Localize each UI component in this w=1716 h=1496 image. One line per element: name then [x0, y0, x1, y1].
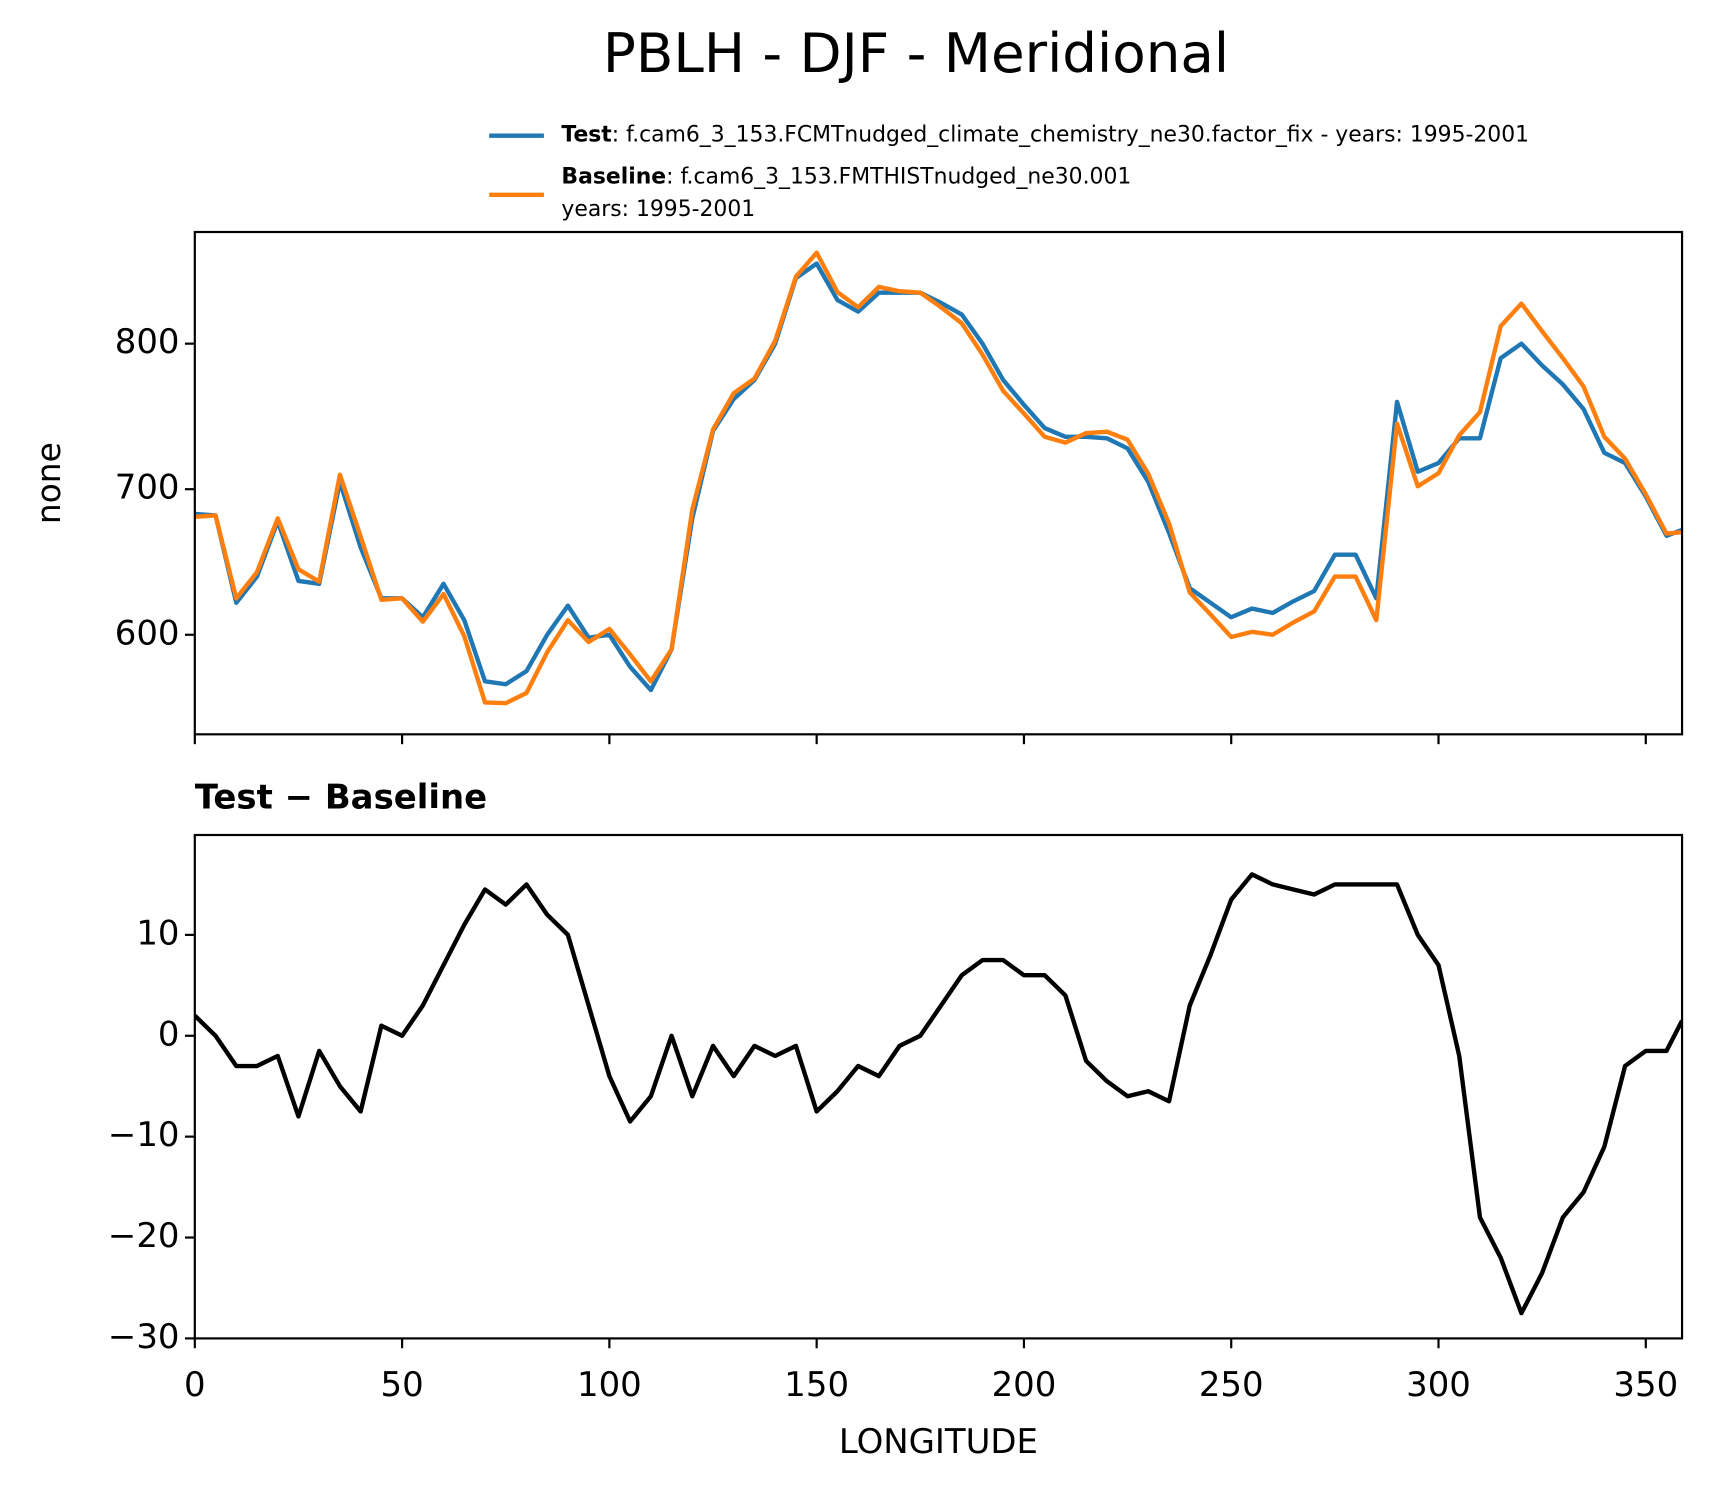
- legend-label: Baseline: f.cam6_3_153.FMTHISTnudged_ne3…: [561, 164, 1131, 189]
- data-line: [194, 872, 1683, 1316]
- legend-name: Baseline: [561, 164, 666, 189]
- y-tick-label: 10: [136, 913, 179, 952]
- y-tick-label: 600: [115, 613, 180, 652]
- x-tick-label: 300: [1406, 1365, 1471, 1404]
- axes-frame: [193, 833, 1684, 1340]
- x-tick-label: 50: [381, 1365, 424, 1404]
- x-axis-label: LONGITUDE: [839, 1422, 1038, 1461]
- x-tick-label: 350: [1613, 1365, 1678, 1404]
- y-tick-label: −30: [108, 1317, 180, 1356]
- x-tick-label: 0: [184, 1365, 206, 1404]
- legend-description: : f.cam6_3_153.FCMTnudged_climate_chemis…: [612, 123, 1529, 148]
- axes-frame: [193, 230, 1684, 736]
- x-tick-label: 250: [1199, 1365, 1264, 1404]
- legend-label: Test: f.cam6_3_153.FCMTnudged_climate_ch…: [561, 123, 1529, 148]
- y-tick-label: −20: [108, 1216, 180, 1255]
- figure-title: PBLH - DJF - Meridional: [603, 21, 1229, 85]
- legend-description: : f.cam6_3_153.FMTHISTnudged_ne30.001: [666, 164, 1131, 189]
- legend-name: Test: [561, 123, 611, 148]
- axes-title: Test − Baseline: [195, 777, 487, 816]
- legend-description: years: 1995-2001: [561, 197, 755, 222]
- x-tick-label: 100: [577, 1365, 642, 1404]
- data-line: [194, 261, 1683, 693]
- x-tick-label: 150: [784, 1365, 849, 1404]
- y-tick-label: 800: [115, 322, 180, 361]
- y-tick-label: −10: [108, 1115, 180, 1154]
- data-line: [194, 250, 1683, 706]
- y-tick-label: 0: [158, 1014, 180, 1053]
- y-tick-label: 700: [115, 468, 180, 507]
- y-axis-label: none: [30, 442, 68, 524]
- x-tick-label: 200: [992, 1365, 1057, 1404]
